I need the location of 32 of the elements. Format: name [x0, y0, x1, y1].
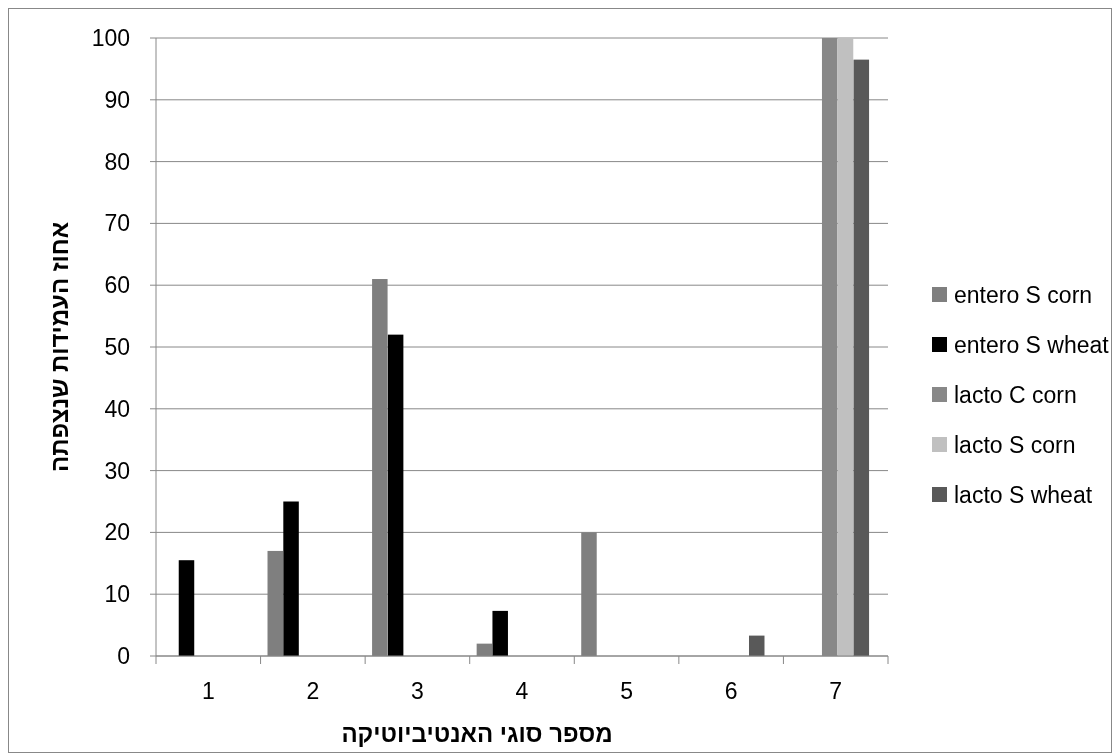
- x-tick-label: 5: [620, 678, 633, 704]
- legend-label: lacto S corn: [954, 432, 1076, 458]
- y-tick-label: 0: [117, 643, 130, 669]
- bar: [837, 38, 854, 656]
- bar: [387, 334, 404, 656]
- bar: [748, 635, 765, 656]
- bar: [283, 501, 299, 656]
- x-axis-title: מספר סוגי האנטיביוטיקה: [341, 720, 613, 747]
- x-tick-label: 2: [306, 678, 320, 704]
- y-axis-title: אחוז העמידות שנצפתה: [46, 221, 73, 473]
- bar: [178, 560, 195, 656]
- y-tick-label: 70: [104, 210, 130, 237]
- x-tick-label: 1: [201, 678, 215, 704]
- y-tick-label: 100: [91, 25, 130, 51]
- y-tick-label: 10: [104, 581, 130, 608]
- y-tick-label: 40: [104, 395, 130, 422]
- bar: [853, 59, 870, 656]
- legend-label: entero S corn: [954, 282, 1093, 308]
- x-tick-label: 7: [829, 678, 843, 704]
- y-tick-label: 90: [104, 86, 130, 113]
- y-tick-label: 50: [104, 334, 130, 360]
- y-tick-label: 60: [104, 272, 130, 299]
- x-tick-label: 6: [724, 678, 738, 704]
- y-tick-label: 80: [104, 148, 130, 175]
- legend-label: lacto S wheat: [954, 482, 1093, 508]
- legend-label: entero S wheat: [954, 332, 1110, 358]
- legend-label: lacto C corn: [954, 382, 1077, 408]
- bar: [492, 610, 508, 656]
- y-tick-label: 20: [104, 519, 130, 546]
- y-tick-label: 30: [104, 457, 130, 484]
- x-tick-label: 3: [411, 678, 424, 704]
- x-tick-label: 4: [515, 678, 529, 704]
